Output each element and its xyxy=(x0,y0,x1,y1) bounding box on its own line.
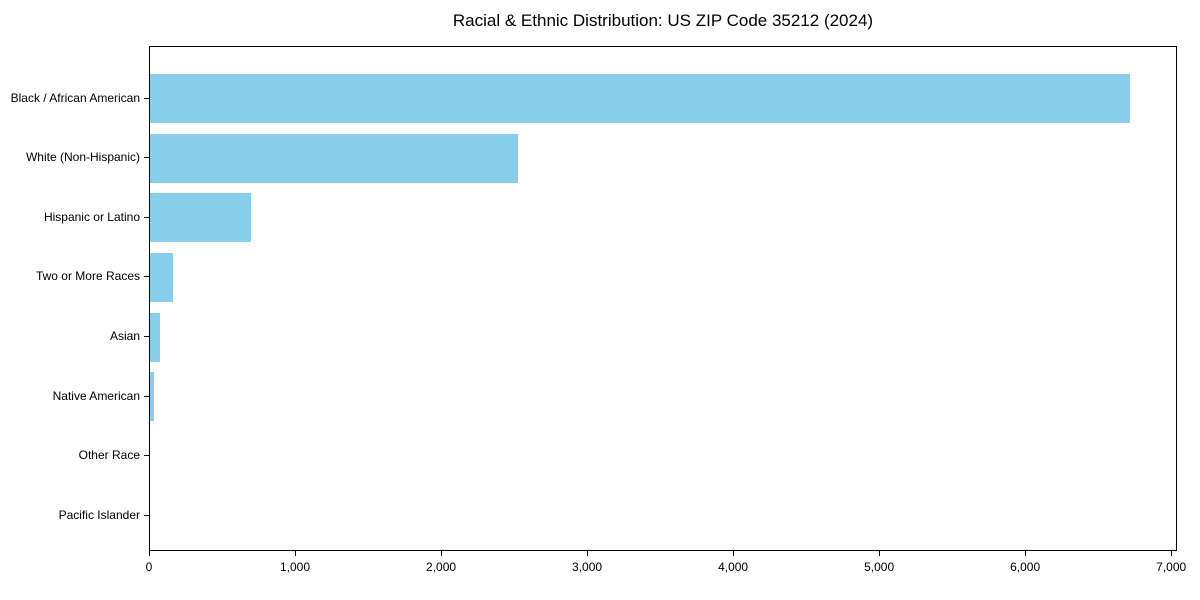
x-tick-label: 6,000 xyxy=(1010,560,1041,574)
y-tick-mark xyxy=(144,97,149,99)
y-tick-mark xyxy=(144,276,149,278)
y-tick-mark xyxy=(144,455,149,457)
plot-area xyxy=(149,46,1177,551)
bar xyxy=(150,193,251,243)
x-tick-label: 4,000 xyxy=(718,560,749,574)
bar xyxy=(150,133,518,183)
x-tick-mark xyxy=(441,551,443,556)
y-tick-label: Native American xyxy=(52,388,140,403)
y-tick-mark xyxy=(144,395,149,397)
y-tick-label: Other Race xyxy=(78,448,140,463)
y-tick-mark xyxy=(144,336,149,338)
chart-title: Racial & Ethnic Distribution: US ZIP Cod… xyxy=(452,11,874,30)
y-tick-label: Pacific Islander xyxy=(58,508,140,523)
x-tick-label: 3,000 xyxy=(572,560,603,574)
x-tick-label: 0 xyxy=(145,560,153,574)
x-tick-mark xyxy=(1171,551,1173,556)
x-tick-mark xyxy=(733,551,735,556)
bar xyxy=(150,252,173,302)
y-tick-mark xyxy=(144,157,149,159)
x-tick-label: 2,000 xyxy=(426,560,457,574)
x-tick-label: 7,000 xyxy=(1156,560,1187,574)
bar xyxy=(150,372,154,422)
bar xyxy=(150,312,161,362)
x-tick-label: 1,000 xyxy=(280,560,311,574)
y-tick-mark xyxy=(144,515,149,517)
y-tick-label: Two or More Races xyxy=(35,269,140,284)
y-tick-label: Hispanic or Latino xyxy=(43,209,140,224)
bar xyxy=(150,74,1130,123)
y-tick-mark xyxy=(144,216,149,218)
x-tick-mark xyxy=(587,551,589,556)
x-tick-mark xyxy=(1025,551,1027,556)
y-tick-label: Black / African American xyxy=(10,90,140,105)
y-tick-label: White (Non-Hispanic) xyxy=(25,150,140,165)
x-tick-mark xyxy=(295,551,297,556)
x-tick-mark xyxy=(149,551,150,556)
y-tick-label: Asian xyxy=(109,329,140,344)
x-tick-mark xyxy=(879,551,881,556)
x-tick-label: 5,000 xyxy=(864,560,895,574)
